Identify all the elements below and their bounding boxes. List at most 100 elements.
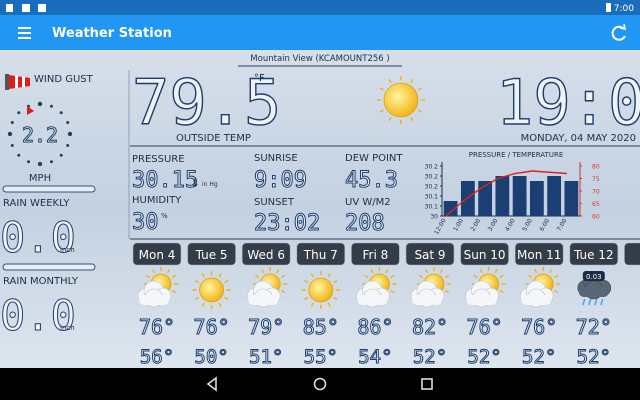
- wind-compass: [7, 101, 73, 167]
- sun-ray: [333, 296, 338, 301]
- menu-button[interactable]: [18, 27, 31, 39]
- nav-bar: [0, 368, 640, 400]
- mini-chart-title: PRESSURE / TEMPERATURE: [469, 151, 564, 159]
- cloud: [357, 295, 388, 305]
- day-tag: [569, 242, 619, 266]
- home-button[interactable]: [313, 377, 327, 391]
- sun-ray: [281, 274, 286, 279]
- uv-value: 208: [345, 211, 385, 236]
- compass-dot: [17, 111, 21, 115]
- sun-ray: [388, 78, 392, 84]
- sun-ray: [388, 116, 392, 122]
- y2-tick-label: 80: [592, 164, 600, 171]
- wind-sock-icon: [5, 74, 30, 90]
- status-icon: [38, 4, 46, 12]
- day-tag: [514, 242, 564, 266]
- high-temp: 76°: [467, 315, 503, 339]
- sun-ray: [261, 268, 265, 274]
- compass-dot: [37, 101, 43, 107]
- day-tag: [132, 242, 182, 266]
- high-temp: 76°: [194, 315, 230, 339]
- low-temp: 52°: [522, 346, 556, 368]
- weather-icon: [377, 76, 425, 124]
- sunrise-value: 9:09: [254, 168, 307, 193]
- sun-ray: [390, 289, 395, 294]
- high-temp: 79°: [248, 315, 284, 339]
- rain-monthly-unit: inch: [60, 324, 75, 332]
- sun-ray: [424, 268, 429, 274]
- sun-ray: [385, 268, 389, 274]
- pressure-bar: [443, 201, 458, 216]
- low-temp: 52°: [467, 346, 501, 368]
- status-icon: [6, 4, 13, 12]
- compass-dot: [49, 104, 53, 108]
- low-temp: 50°: [194, 346, 228, 368]
- outside-label: OUTSIDE TEMP: [176, 133, 251, 144]
- sun-ray: [310, 302, 314, 307]
- sunset-label: SUNSET: [254, 197, 295, 208]
- sun-ray: [417, 87, 423, 91]
- sun-ray: [224, 279, 229, 284]
- compass-dot: [10, 121, 14, 125]
- day-tag: [296, 242, 346, 266]
- compass-dot: [27, 160, 31, 164]
- humidity-label: HUMIDITY: [132, 195, 182, 206]
- sun-ray: [370, 268, 374, 274]
- weather-icon: [356, 267, 397, 308]
- sun-ray: [410, 116, 414, 122]
- sun-ray: [333, 279, 338, 284]
- y2-tick-label: 70: [592, 189, 600, 196]
- recents-button[interactable]: [421, 378, 433, 390]
- sun-ray: [145, 274, 151, 279]
- rain-weekly-value: 0.0: [0, 213, 76, 262]
- back-button[interactable]: [206, 376, 217, 392]
- sun-ray: [194, 279, 199, 284]
- pressure-trend: ↓: [190, 176, 200, 190]
- sun-ray: [494, 268, 498, 274]
- compass-dot: [49, 160, 53, 164]
- battery-icon: [606, 3, 611, 12]
- compass-dot: [59, 153, 63, 157]
- sun-ray: [224, 296, 229, 301]
- pressure-bar: [478, 181, 493, 216]
- outside-temp: 79.5: [132, 66, 281, 139]
- sun-ray: [549, 268, 553, 274]
- sun-ray: [444, 289, 450, 294]
- day-label: Mon 4: [139, 248, 176, 262]
- weather-icon: [137, 267, 178, 308]
- day-label: Tue 12: [573, 248, 614, 262]
- high-temp: 72°: [576, 315, 612, 339]
- day-tag: [241, 242, 291, 266]
- sun-ray: [379, 109, 385, 113]
- compass-dot: [66, 143, 70, 147]
- refresh-button[interactable]: [611, 23, 627, 41]
- compass-dot: [7, 131, 13, 137]
- sunset-value: 23:02: [254, 211, 320, 236]
- app-bar: [0, 15, 640, 50]
- day-tag: [460, 242, 509, 266]
- sun-ray: [390, 274, 395, 279]
- low-temp: 52°: [413, 346, 447, 368]
- forecast: Mon 4 76° 56° Tue 5 76° 50° Wed 6 79° 51° Thu 7 85…: [132, 242, 640, 369]
- high-temp: 76°: [139, 315, 175, 339]
- dew-point-value: 45.3: [345, 168, 398, 193]
- sun-ray: [327, 273, 331, 278]
- sun-ray: [310, 273, 314, 278]
- day-label: Fri 8: [363, 248, 389, 262]
- low-temp: 56°: [140, 346, 174, 368]
- humidity-value: 30: [132, 210, 159, 235]
- sun-ray: [534, 268, 538, 274]
- low-temp: 54°: [358, 346, 392, 368]
- clock-date: MONDAY, 04 MAY 2020: [521, 133, 636, 144]
- sun-ray: [255, 274, 260, 279]
- pressure-bar: [564, 181, 579, 216]
- sun-ray: [281, 289, 286, 294]
- y-tick-label: 30.1: [425, 204, 439, 211]
- wind-value: 2.2: [22, 123, 58, 147]
- sun-ray: [194, 296, 199, 301]
- rain-amount: 0.03: [586, 273, 602, 281]
- y-tick-label: 30.2: [425, 174, 439, 181]
- pressure-bar: [529, 181, 544, 216]
